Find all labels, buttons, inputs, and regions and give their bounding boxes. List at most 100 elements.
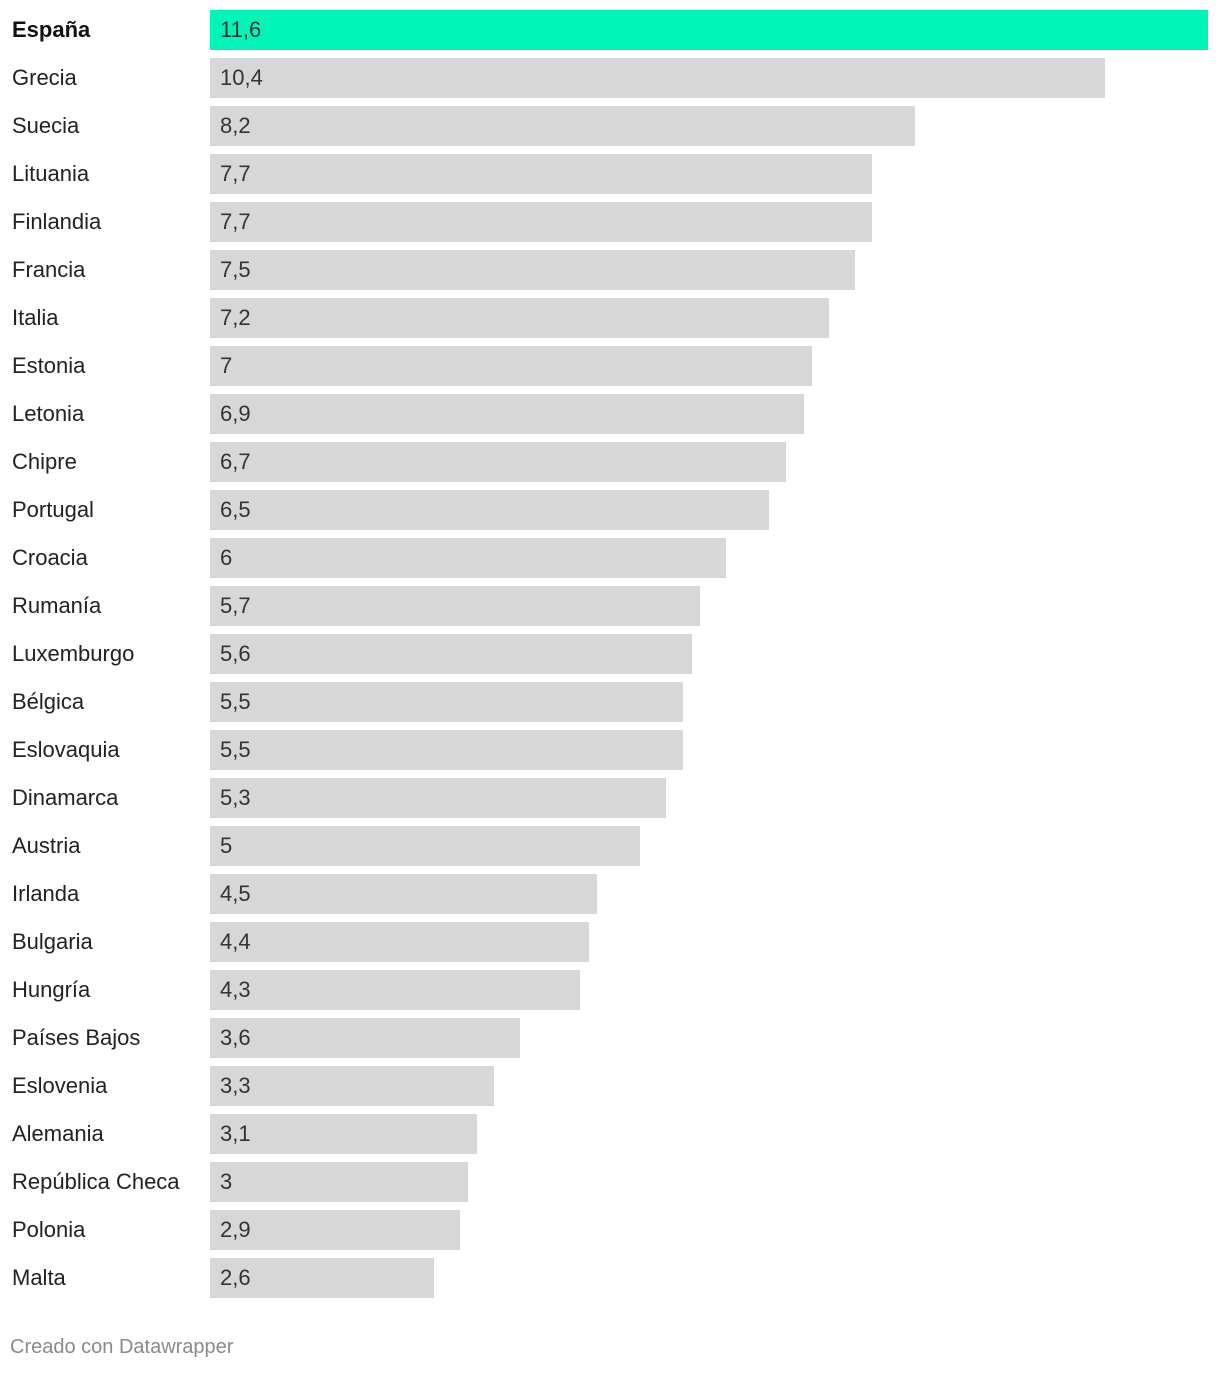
data-label: 6,9: [220, 401, 251, 426]
bar: [210, 1210, 460, 1250]
category-label: Estonia: [12, 353, 86, 378]
bar: [210, 58, 1105, 98]
bar-row: Hungría 4,3: [0, 970, 1220, 1010]
category-label: Irlanda: [12, 881, 80, 906]
category-label: Eslovenia: [12, 1073, 108, 1098]
bar-row: Dinamarca 5,3: [0, 778, 1220, 818]
data-label: 7,2: [220, 305, 251, 330]
datawrapper-credit[interactable]: Creado con Datawrapper: [10, 1336, 234, 1358]
category-label: Dinamarca: [12, 785, 119, 810]
category-label: Alemania: [12, 1121, 104, 1146]
data-label: 3: [220, 1169, 233, 1194]
bar: [210, 778, 666, 818]
data-label: 4,3: [220, 977, 251, 1002]
bar: [210, 538, 726, 578]
bar-row: Estonia 7: [0, 346, 1220, 386]
bar-row: República Checa 3: [0, 1162, 1220, 1202]
category-label: Eslovaquia: [12, 737, 120, 762]
category-label: Chipre: [12, 449, 77, 474]
category-label: Grecia: [12, 65, 77, 90]
category-label: Letonia: [12, 401, 85, 426]
bar: [210, 346, 812, 386]
data-label: 5,5: [220, 689, 251, 714]
bar: [210, 922, 589, 962]
bar: [210, 490, 769, 530]
category-label: Finlandia: [12, 209, 102, 234]
category-label: Croacia: [12, 545, 88, 570]
category-label: Malta: [12, 1265, 66, 1290]
bar: [210, 826, 640, 866]
bar-row: Eslovenia 3,3: [0, 1066, 1220, 1106]
bar: [210, 730, 683, 770]
category-label: Italia: [12, 305, 59, 330]
bar-row: Lituania 7,7: [0, 154, 1220, 194]
bar: [210, 1018, 520, 1058]
bar-row: Austria 5: [0, 826, 1220, 866]
bar-row: Finlandia 7,7: [0, 202, 1220, 242]
bar: [210, 250, 855, 290]
data-label: 5: [220, 833, 233, 858]
data-label: 4,4: [220, 929, 251, 954]
bar-row: Rumanía 5,7: [0, 586, 1220, 626]
category-label: República Checa: [12, 1169, 180, 1194]
category-label: Países Bajos: [12, 1025, 141, 1050]
data-label: 6: [220, 545, 233, 570]
data-label: 6,5: [220, 497, 251, 522]
data-label: 3,1: [220, 1121, 251, 1146]
bar-row: Luxemburgo 5,6: [0, 634, 1220, 674]
bar: [210, 106, 915, 146]
data-label: 11,6: [220, 17, 262, 42]
data-label: 5,7: [220, 593, 251, 618]
category-label: Luxemburgo: [12, 641, 135, 666]
bar-row: Suecia 8,2: [0, 106, 1220, 146]
bar: [210, 682, 683, 722]
bar-row: Chipre 6,7: [0, 442, 1220, 482]
data-label: 7: [220, 353, 233, 378]
bar-row: Bulgaria 4,4: [0, 922, 1220, 962]
data-label: 4,5: [220, 881, 251, 906]
category-label: Portugal: [12, 497, 94, 522]
bar: [210, 970, 580, 1010]
bar-row: Malta 2,6: [0, 1258, 1220, 1298]
bar-row: Eslovaquia 5,5: [0, 730, 1220, 770]
bar-row: Bélgica 5,5: [0, 682, 1220, 722]
data-label: 10,4: [220, 65, 263, 90]
category-label: Polonia: [12, 1217, 86, 1242]
data-label: 5,5: [220, 737, 251, 762]
bar: [210, 394, 804, 434]
bar: [210, 442, 786, 482]
bar: [210, 154, 872, 194]
bar: [210, 298, 829, 338]
bar-row: Alemania 3,1: [0, 1114, 1220, 1154]
bar-row: Letonia 6,9: [0, 394, 1220, 434]
bar-row: Italia 7,2: [0, 298, 1220, 338]
bar: [210, 586, 700, 626]
data-label: 5,3: [220, 785, 251, 810]
bar-row: Polonia 2,9: [0, 1210, 1220, 1250]
bar-row: Irlanda 4,5: [0, 874, 1220, 914]
category-label: Suecia: [12, 113, 80, 138]
category-label: Rumanía: [12, 593, 102, 618]
bar: [210, 634, 692, 674]
bar: [210, 1066, 494, 1106]
data-label: 8,2: [220, 113, 251, 138]
category-label: Lituania: [12, 161, 90, 186]
category-label: Austria: [12, 833, 81, 858]
category-label: Bélgica: [12, 689, 85, 714]
data-label: 2,6: [220, 1265, 251, 1290]
bar: [210, 1114, 477, 1154]
bar: [210, 1162, 468, 1202]
category-label: Francia: [12, 257, 86, 282]
data-label: 5,6: [220, 641, 251, 666]
bar-row: Portugal 6,5: [0, 490, 1220, 530]
bar-row: Países Bajos 3,6: [0, 1018, 1220, 1058]
bar: [210, 202, 872, 242]
data-label: 6,7: [220, 449, 251, 474]
data-label: 3,6: [220, 1025, 251, 1050]
data-label: 7,5: [220, 257, 251, 282]
bar: [210, 10, 1208, 50]
category-label: España: [12, 17, 91, 42]
category-label: Hungría: [12, 977, 91, 1002]
bar-chart: España 11,6 Grecia 10,4 Suecia 8,2 Lituania 7,7…: [0, 10, 1220, 1298]
bar-row: Grecia 10,4: [0, 58, 1220, 98]
